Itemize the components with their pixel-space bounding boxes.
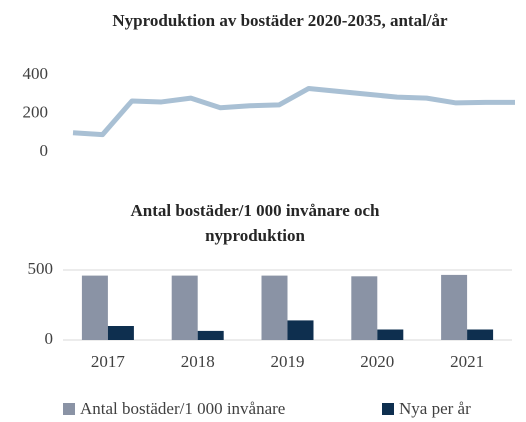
y-tick-label: 200 (23, 102, 49, 121)
line (72, 85, 515, 138)
x-tick-label: 2018 (181, 352, 215, 371)
bar (351, 276, 378, 340)
bar (287, 320, 314, 340)
y-tick-label: 0 (45, 329, 54, 348)
legend-swatch (382, 403, 394, 415)
chart-title: Antal bostäder/1 000 invånare och nyprodu… (130, 201, 380, 245)
bar (81, 275, 108, 340)
chart-title: Nyproduktion av bostäder 2020-2035, anta… (112, 11, 448, 30)
bar (467, 329, 494, 340)
x-tick-label: 2017 (91, 352, 126, 371)
x-tick-label: 2020 (360, 352, 394, 371)
legend-swatch (63, 403, 75, 415)
y-tick-label: 0 (40, 141, 49, 160)
legend-label: Nya per år (399, 399, 471, 418)
bar (171, 275, 198, 340)
bar (261, 275, 288, 340)
y-tick-label: 400 (23, 64, 49, 83)
bar (197, 330, 224, 340)
bar (441, 274, 468, 340)
bar (107, 326, 134, 340)
x-tick-label: 2021 (450, 352, 484, 371)
y-tick-label: 500 (28, 259, 54, 278)
legend-label: Antal bostäder/1 000 invånare (80, 399, 285, 418)
x-tick-label: 2019 (271, 352, 305, 371)
bar (377, 329, 404, 340)
